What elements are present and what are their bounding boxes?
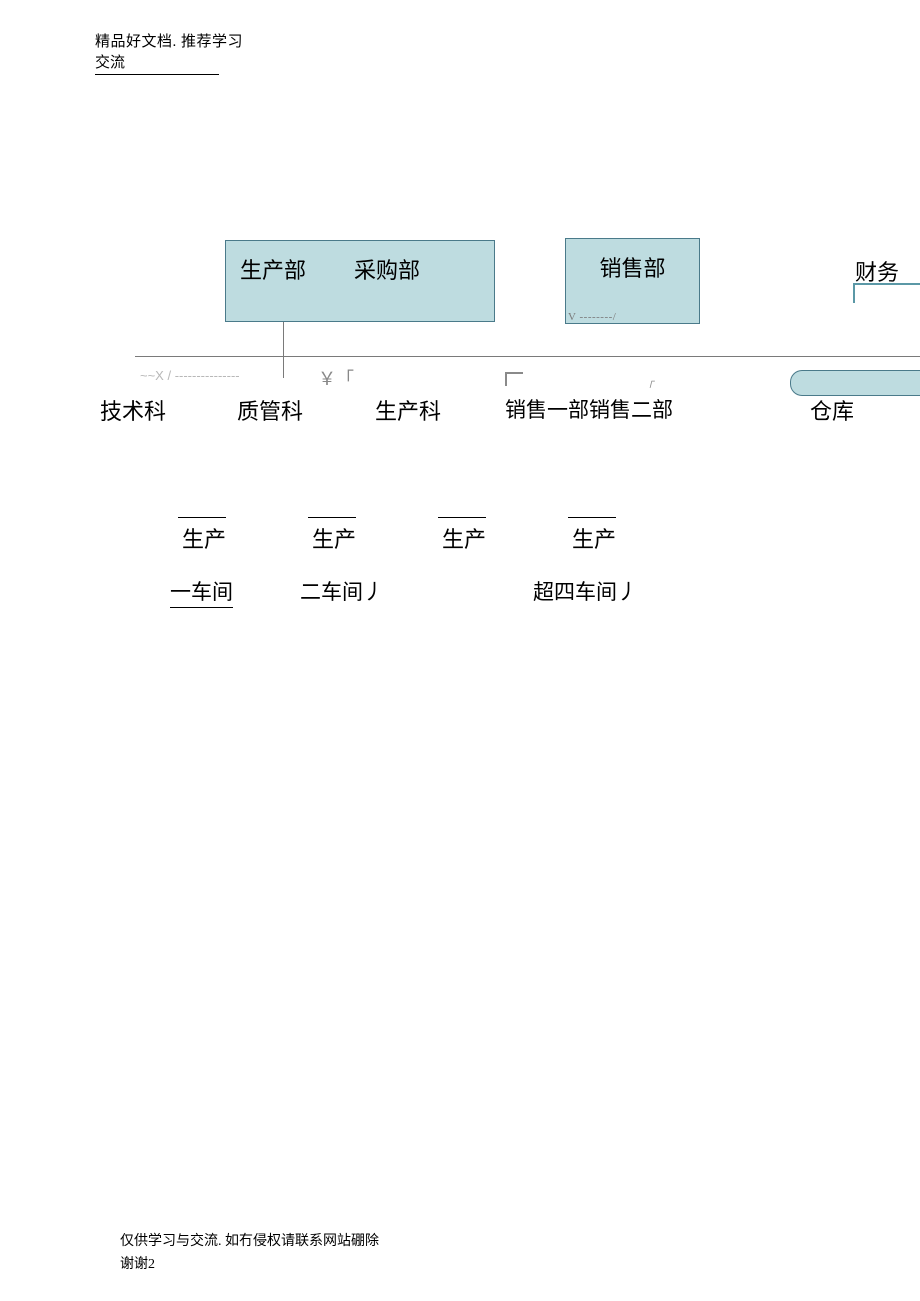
footer-line-1: 仅供学习与交流. 如冇侵权请联系网站硼除: [120, 1230, 379, 1250]
sales-box-footnote: V --------/: [568, 311, 616, 323]
workshop-overline: [438, 517, 486, 518]
decor-tilde: ~~X / ---------------: [140, 368, 240, 383]
connector-line: [283, 322, 284, 378]
decor-small-angle: 「: [642, 378, 653, 394]
dept-label-purchase: 采购部: [354, 253, 420, 285]
section-warehouse: 仓库: [810, 394, 854, 426]
workshop-top-1: 生产: [182, 522, 226, 554]
page-footer: 仅供学习与交流. 如冇侵权请联系网站硼除 谢谢2: [120, 1230, 379, 1273]
section-qc: 质管科: [237, 394, 303, 426]
header-line-1: 精品好文档. 推荐学习: [95, 30, 243, 51]
section-tech: 技术科: [100, 394, 166, 426]
section-prod: 生产科: [375, 394, 441, 426]
workshop-bottom-1: 一车间: [170, 576, 233, 608]
workshop-overline: [178, 517, 226, 518]
section-sales12: 销售一部销售二部: [505, 394, 673, 424]
decor-yen: ￥「: [318, 365, 354, 391]
dept-label-production: 生产部: [240, 253, 306, 285]
dept-box-production-purchase: 生产部 采购部: [225, 240, 495, 322]
workshop-bottom-2: 二车间丿: [300, 576, 384, 606]
workshop-top-3: 生产: [442, 522, 486, 554]
workshop-bottom-4: 超四车间丿: [533, 576, 638, 606]
workshop-overline: [308, 517, 356, 518]
dept-label-sales: 销售部: [599, 251, 665, 283]
finance-shape-fragment: [853, 283, 920, 303]
decor-corner-icon: [505, 372, 523, 386]
header-line-2: 交流: [95, 51, 219, 75]
workshop-top-4: 生产: [572, 522, 616, 554]
page-header: 精品好文档. 推荐学习 交流: [95, 30, 243, 75]
workshop-top-2: 生产: [312, 522, 356, 554]
warehouse-shape: [790, 370, 920, 396]
connector-horizontal: [135, 356, 920, 357]
workshop-overline: [568, 517, 616, 518]
footer-line-2: 谢谢2: [120, 1253, 379, 1273]
